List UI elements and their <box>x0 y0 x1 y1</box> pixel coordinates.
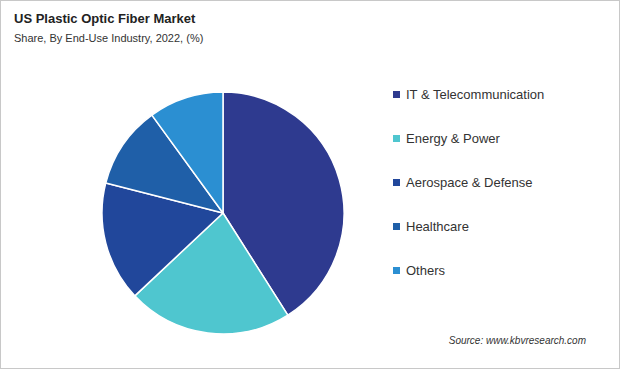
svg-text:Healthcare: Healthcare <box>406 219 469 234</box>
svg-text:Others: Others <box>406 263 446 278</box>
svg-text:IT & Telecommunication: IT & Telecommunication <box>406 87 544 102</box>
svg-text:Energy & Power: Energy & Power <box>406 131 501 146</box>
svg-text:Share, By End-Use Industry, 20: Share, By End-Use Industry, 2022, (%) <box>14 32 203 44</box>
svg-text:Aerospace & Defense: Aerospace & Defense <box>406 175 532 190</box>
svg-text:Source: www.kbvresearch.com: Source: www.kbvresearch.com <box>449 335 586 346</box>
svg-text:US Plastic Optic Fiber Market: US Plastic Optic Fiber Market <box>14 11 196 26</box>
